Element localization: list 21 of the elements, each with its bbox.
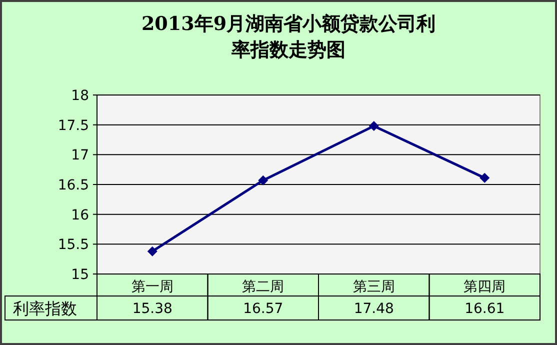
y-tick-label: 17: [71, 148, 89, 164]
x-tick-label: 第四周: [464, 279, 506, 295]
point: [480, 172, 490, 183]
point: [258, 175, 268, 186]
text: 利率指数: [13, 299, 77, 318]
point: [147, 246, 158, 256]
x-tick-label: 第一周: [131, 279, 174, 295]
y-tick-label: 17.5: [58, 118, 89, 134]
x-tick-label: 第二周: [242, 279, 284, 295]
data-label: 15.38: [132, 301, 172, 317]
data-label: 17.48: [354, 301, 394, 317]
data-label: 16.57: [243, 301, 284, 317]
y-tick-label: 15.5: [58, 237, 89, 254]
chart-title: 2013年9月湖南省小额贷款公司利率指数走势图: [141, 13, 436, 61]
point: [368, 121, 379, 132]
y-tick-label: 15: [71, 267, 89, 283]
y-tick-label: 16: [71, 207, 90, 224]
y-tick-label: 16.5: [58, 178, 89, 194]
y-tick-label: 18: [71, 88, 89, 104]
x-tick-label: 第三周: [352, 279, 395, 295]
data-label: 16.61: [464, 301, 505, 317]
